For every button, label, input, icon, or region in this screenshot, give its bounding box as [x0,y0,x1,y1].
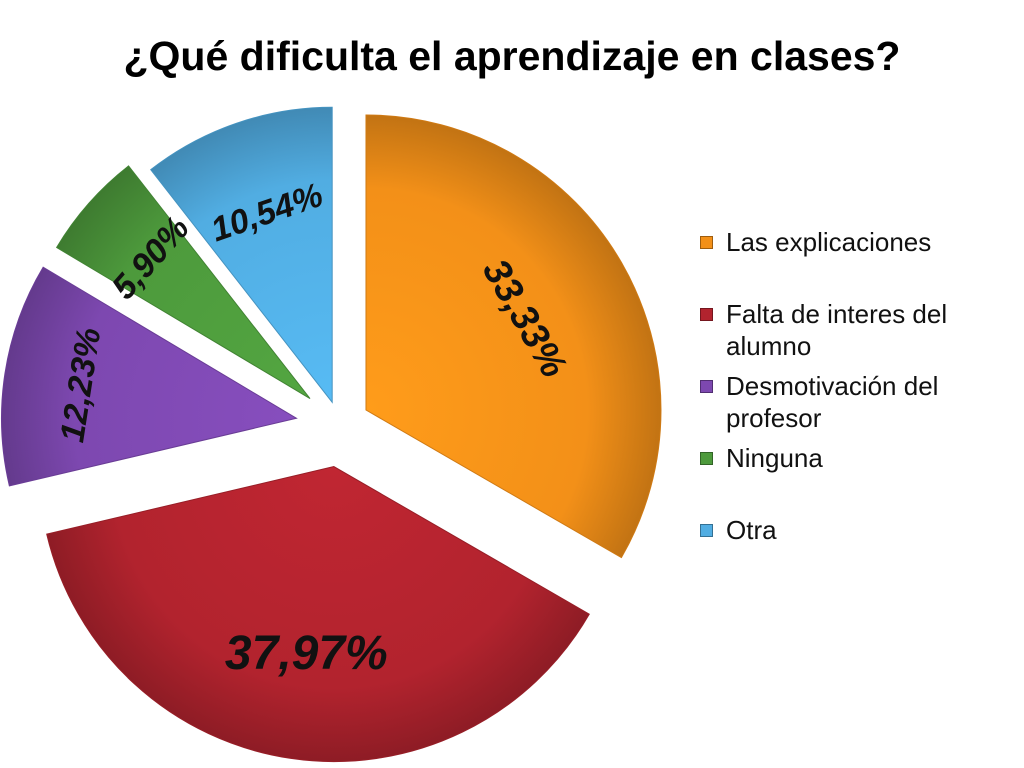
legend-marker [700,308,713,321]
pie-slice-falta-de-interes-del-alumno [46,466,590,763]
slice-data-label: 37,97% [225,627,388,680]
legend-marker [700,236,713,249]
legend-label: Desmotivación del profesor [726,371,939,433]
pie-slice-desmotivaci-n-del-profesor [1,266,298,487]
legend-marker [700,380,713,393]
pie-slice-otra [150,106,333,404]
pie-slice-ninguna [55,165,311,399]
legend-label: Falta de interes del alumno [726,299,948,361]
legend-marker [700,524,713,537]
chart-title: ¿Qué dificulta el aprendizaje en clases? [123,33,901,79]
pie-slice-las-explicaciones [365,114,662,559]
legend-label: Otra [726,515,777,545]
legend-label: Las explicaciones [726,227,932,257]
legend-label: Ninguna [726,443,823,473]
legend-marker [700,452,713,465]
